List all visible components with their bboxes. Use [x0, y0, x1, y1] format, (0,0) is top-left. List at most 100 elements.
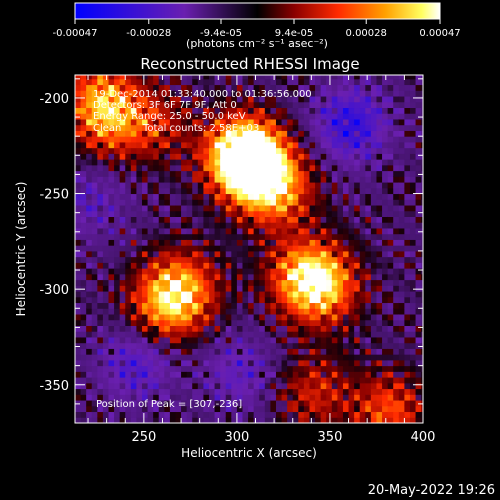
heatmap-cell	[259, 130, 266, 137]
heatmap-cell	[208, 113, 216, 120]
heatmap-cell	[326, 348, 333, 355]
heatmap-cell	[404, 382, 411, 390]
heatmap-cell	[281, 359, 288, 367]
heatmap-cell	[158, 199, 165, 206]
heatmap-cell	[141, 78, 149, 86]
heatmap-cell	[404, 78, 411, 86]
heatmap-cell	[75, 308, 82, 315]
heatmap-cell	[359, 113, 366, 120]
heatmap-cell	[147, 331, 154, 338]
heatmap-cell	[382, 182, 389, 189]
heatmap-cell	[130, 388, 137, 395]
heatmap-cell	[97, 216, 104, 223]
heatmap-cell	[119, 136, 126, 143]
heatmap-cell	[197, 302, 204, 309]
heatmap-cell	[387, 365, 394, 372]
heatmap-cell	[153, 107, 160, 114]
heatmap-cell	[141, 124, 149, 131]
heatmap-cell	[298, 262, 305, 269]
heatmap-cell	[86, 296, 93, 304]
heatmap-cell	[203, 394, 210, 401]
heatmap-cell	[153, 250, 160, 258]
heatmap-cell	[197, 78, 204, 86]
heatmap-cell	[236, 124, 243, 131]
heatmap-cell	[342, 262, 350, 269]
heatmap-cell	[292, 159, 299, 166]
heatmap-cell	[102, 359, 109, 367]
heatmap-cell	[348, 331, 355, 338]
heatmap-cell	[97, 96, 104, 103]
heatmap-cell	[214, 227, 221, 235]
heatmap-cell	[393, 216, 400, 223]
heatmap-cell	[114, 291, 121, 298]
heatmap-cell	[86, 291, 93, 298]
heatmap-cell	[203, 382, 210, 390]
heatmap-cell	[203, 262, 210, 269]
heatmap-cell	[398, 314, 405, 321]
heatmap-cell	[315, 342, 322, 349]
heatmap-cell	[331, 308, 338, 315]
heatmap-cell	[242, 187, 249, 195]
heatmap-cell	[91, 153, 98, 160]
heatmap-cell	[102, 308, 109, 315]
heatmap-cell	[169, 262, 176, 269]
heatmap-cell	[86, 354, 93, 361]
heatmap-cell	[337, 153, 344, 160]
heatmap-cell	[186, 124, 193, 131]
heatmap-cell	[153, 388, 160, 395]
heatmap-cell	[119, 176, 126, 183]
heatmap-cell	[309, 411, 316, 418]
heatmap-cell	[264, 400, 271, 407]
heatmap-cell	[387, 205, 394, 212]
heatmap-cell	[186, 400, 193, 407]
heatmap-cell	[303, 262, 310, 269]
heatmap-cell	[409, 205, 417, 212]
heatmap-cell	[331, 233, 338, 240]
heatmap-cell	[242, 296, 249, 304]
heatmap-cell	[270, 101, 277, 109]
heatmap-cell	[208, 239, 216, 246]
heatmap-cell	[208, 84, 216, 91]
heatmap-cell	[164, 245, 171, 252]
heatmap-cell	[225, 319, 232, 326]
heatmap-cell	[220, 331, 227, 338]
heatmap-cell	[114, 348, 121, 355]
heatmap-cell	[236, 377, 243, 384]
heatmap-cell	[136, 136, 143, 143]
heatmap-cell	[315, 291, 322, 298]
heatmap-cell	[281, 377, 288, 384]
heatmap-cell	[320, 176, 327, 183]
heatmap-cell	[236, 411, 243, 418]
heatmap-cell	[359, 279, 366, 286]
heatmap-cell	[125, 365, 132, 372]
x-axis-label: Heliocentric X (arcsec)	[181, 446, 317, 460]
heatmap-cell	[365, 405, 372, 413]
heatmap-cell	[287, 371, 294, 378]
heatmap-cell	[208, 331, 216, 338]
heatmap-cell	[354, 296, 361, 304]
heatmap-cell	[342, 308, 350, 315]
heatmap-cell	[114, 187, 121, 195]
heatmap-cell	[421, 147, 423, 154]
heatmap-cell	[348, 124, 355, 131]
heatmap-cell	[415, 291, 422, 298]
heatmap-cell	[119, 130, 126, 137]
heatmap-cell	[225, 130, 232, 137]
heatmap-cell	[108, 147, 115, 154]
heatmap-cell	[141, 176, 149, 183]
heatmap-cell	[264, 325, 271, 332]
heatmap-cell	[242, 101, 249, 109]
heatmap-cell	[253, 107, 260, 114]
heatmap-cell	[326, 222, 333, 229]
heatmap-cell	[275, 262, 283, 269]
heatmap-cell	[309, 354, 316, 361]
heatmap-cell	[382, 153, 389, 160]
heatmap-cell	[147, 262, 154, 269]
heatmap-cell	[108, 365, 115, 372]
heatmap-cell	[175, 319, 182, 326]
heatmap-cell	[147, 354, 154, 361]
heatmap-cell	[264, 336, 271, 344]
heatmap-cell	[119, 107, 126, 114]
heatmap-cell	[393, 279, 400, 286]
heatmap-cell	[365, 210, 372, 217]
